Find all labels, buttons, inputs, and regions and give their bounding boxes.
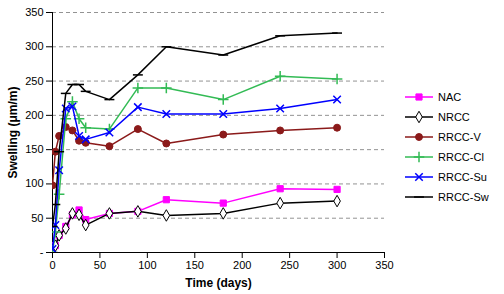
svg-text:350: 350 <box>375 259 393 271</box>
svg-text:50: 50 <box>31 212 43 224</box>
svg-text:100: 100 <box>138 259 156 271</box>
html-text:RRCC-Sw: RRCC-Sw <box>438 191 489 203</box>
svg-text:100: 100 <box>25 177 43 189</box>
svg-text:200: 200 <box>25 109 43 121</box>
html-text:NRCC: NRCC <box>438 111 470 123</box>
svg-text:Swelling (μm/m): Swelling (μm/m) <box>6 86 20 178</box>
svg-text:200: 200 <box>233 259 251 271</box>
svg-text:250: 250 <box>25 75 43 87</box>
svg-text:300: 300 <box>328 259 346 271</box>
svg-text:250: 250 <box>280 259 298 271</box>
html-text:RRCC-V: RRCC-V <box>438 131 481 143</box>
svg-text:-: - <box>40 246 44 258</box>
svg-text:350: 350 <box>25 6 43 18</box>
svg-text:150: 150 <box>25 143 43 155</box>
svg-text:300: 300 <box>25 40 43 52</box>
svg-text:Time (days): Time (days) <box>185 276 251 290</box>
svg-text:50: 50 <box>94 259 106 271</box>
svg-text:0: 0 <box>49 259 55 271</box>
html-text:RRCC-Su: RRCC-Su <box>438 171 487 183</box>
svg-text:150: 150 <box>186 259 204 271</box>
html-text:RRCC-Cl: RRCC-Cl <box>438 151 484 163</box>
html-text:NAC: NAC <box>438 91 462 103</box>
